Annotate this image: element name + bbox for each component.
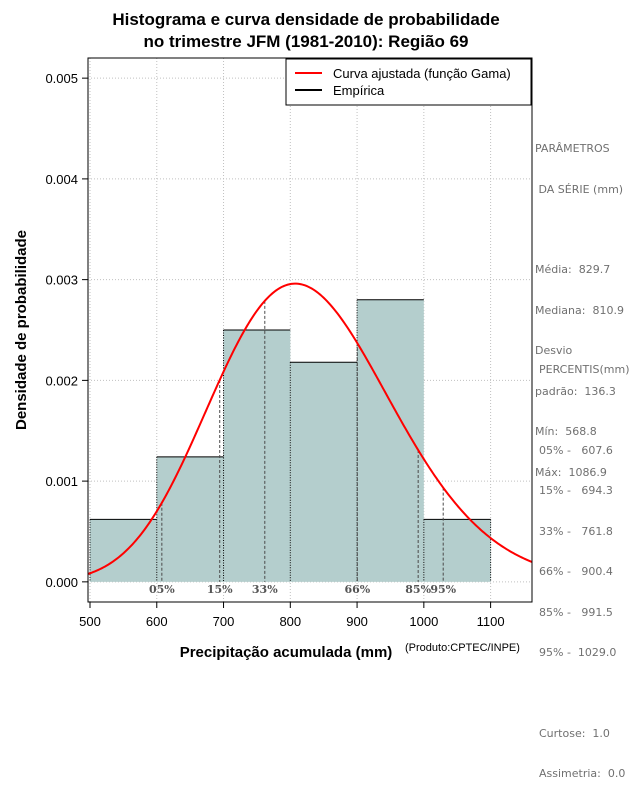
y-tick-label-4: 0.004 xyxy=(45,172,78,187)
histogram-bars xyxy=(89,299,492,582)
x-tick-label-1: 600 xyxy=(146,614,168,629)
param-mean: Média: 829.7 xyxy=(535,263,611,276)
params-title-line-2: DA SÉRIE (mm) xyxy=(535,182,624,196)
x-axis-label: Precipitação acumulada (mm) xyxy=(180,644,393,660)
params-title-line-1: PARÂMETROS xyxy=(535,142,610,155)
histogram-bar-3 xyxy=(290,362,358,582)
stat-skewness: Assimetria: 0.0 xyxy=(539,767,626,780)
percentis-title: PERCENTIS(mm) xyxy=(539,363,630,376)
series-parameters-panel: PARÂMETROS DA SÉRIE (mm) Média: 829.7 Me… xyxy=(535,115,624,493)
legend-label-empirical: Empírica xyxy=(333,83,385,98)
legend: Curva ajustada (função Gama) Empírica xyxy=(285,58,532,106)
percentiles-panel: PERCENTIS(mm) 05% - 607.6 15% - 694.3 33… xyxy=(539,336,630,794)
histogram-bar-4 xyxy=(357,299,424,582)
param-sd-label: Desvio xyxy=(535,344,573,357)
y-tick-label-5: 0.005 xyxy=(45,71,78,86)
chart-title-line-2: no trimestre JFM (1981-2010): Região 69 xyxy=(143,32,468,51)
legend-label-fitted: Curva ajustada (função Gama) xyxy=(333,66,511,81)
percentil-85: 85% - 991.5 xyxy=(539,605,613,619)
fitted-curve-layer xyxy=(87,282,533,575)
x-axis: 500 600 700 800 900 1000 1100 xyxy=(79,602,505,629)
percentil-05: 05% - 607.6 xyxy=(539,443,613,457)
percentil-66: 66% - 900.4 xyxy=(539,565,613,578)
percentile-label-33%: 33% xyxy=(252,583,278,596)
histogram-bar-0 xyxy=(90,519,157,582)
x-tick-label-2: 700 xyxy=(213,614,235,629)
param-median: Mediana: 810.9 xyxy=(535,303,624,317)
param-sd: padrão: 136.3 xyxy=(535,384,616,398)
percentile-label-05%: 05% xyxy=(149,583,175,596)
y-tick-label-2: 0.002 xyxy=(45,373,78,388)
y-axis-label: Densidade de probabilidade xyxy=(13,230,30,430)
percentil-95: 95% - 1029.0 xyxy=(539,646,617,659)
percentile-lines: 05% 15% 33% 66% 85% 95% xyxy=(149,300,457,596)
percentile-label-15%: 15% xyxy=(207,583,233,596)
y-axis: 0.000 0.001 0.002 0.003 0.004 0.005 xyxy=(45,71,88,590)
fitted-curve xyxy=(87,282,533,575)
percentil-33: 33% - 761.8 xyxy=(539,524,613,538)
percentil-15: 15% - 694.3 xyxy=(539,484,613,497)
plot-frame xyxy=(87,57,533,603)
param-min: Mín: 568.8 xyxy=(535,425,597,438)
legend-box xyxy=(285,58,532,106)
histogram-bar-2 xyxy=(223,330,291,582)
percentile-label-85%: 85% xyxy=(405,583,431,596)
x-tick-label-0: 500 xyxy=(79,614,101,629)
y-tick-label-1: 0.001 xyxy=(45,474,78,489)
histogram-chart: 05% 15% 33% 66% 85% 95% 500 600 700 800 900 1000 11… xyxy=(13,10,533,660)
x-tick-label-4: 900 xyxy=(346,614,368,629)
stat-kurtosis: Curtose: 1.0 xyxy=(539,726,610,740)
x-tick-label-5: 1000 xyxy=(409,614,438,629)
histogram-bar-1 xyxy=(156,456,224,582)
param-max: Máx: 1086.9 xyxy=(535,465,607,479)
credit-text: (Produto:CPTEC/INPE) xyxy=(405,642,520,654)
y-tick-label-3: 0.003 xyxy=(45,273,78,288)
x-tick-label-6: 1100 xyxy=(477,614,505,629)
percentile-label-95%: 95% xyxy=(430,583,456,596)
x-tick-label-3: 800 xyxy=(279,614,301,629)
percentile-label-66%: 66% xyxy=(344,583,370,596)
chart-title-line-1: Histograma e curva densidade de probabil… xyxy=(112,10,499,29)
y-tick-label-0: 0.000 xyxy=(45,575,78,590)
